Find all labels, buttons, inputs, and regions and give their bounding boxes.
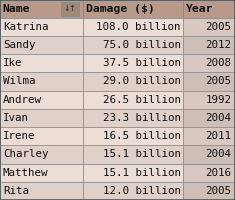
- Text: Damage ($): Damage ($): [86, 4, 155, 14]
- Bar: [0, 182, 83, 200]
- Bar: [0, 164, 83, 182]
- Bar: [83, 109, 183, 127]
- Text: 23.3 billion: 23.3 billion: [103, 113, 181, 123]
- Bar: [183, 72, 235, 91]
- Text: 1992: 1992: [205, 95, 231, 105]
- Bar: [0, 0, 83, 18]
- Bar: [183, 0, 235, 18]
- Bar: [0, 145, 83, 164]
- Text: Year: Year: [186, 4, 214, 14]
- Bar: [83, 182, 183, 200]
- Bar: [83, 127, 183, 145]
- Text: 15.1 billion: 15.1 billion: [103, 168, 181, 178]
- Text: ↓↑: ↓↑: [64, 4, 77, 13]
- Text: 37.5 billion: 37.5 billion: [103, 58, 181, 68]
- Bar: [183, 18, 235, 36]
- Bar: [183, 54, 235, 72]
- Text: 29.0 billion: 29.0 billion: [103, 76, 181, 86]
- Text: Ike: Ike: [3, 58, 22, 68]
- Bar: [83, 36, 183, 54]
- Text: 2004: 2004: [205, 113, 231, 123]
- Text: Charley: Charley: [3, 149, 48, 159]
- Text: 2005: 2005: [205, 76, 231, 86]
- Bar: [0, 109, 83, 127]
- Text: 2004: 2004: [205, 149, 231, 159]
- Bar: [183, 127, 235, 145]
- Bar: [83, 164, 183, 182]
- Bar: [0, 36, 83, 54]
- Bar: [83, 54, 183, 72]
- Bar: [83, 91, 183, 109]
- Bar: [183, 145, 235, 164]
- Text: Rita: Rita: [3, 186, 29, 196]
- Text: 108.0 billion: 108.0 billion: [96, 22, 181, 32]
- Bar: [183, 182, 235, 200]
- Bar: [0, 54, 83, 72]
- Bar: [0, 127, 83, 145]
- Bar: [83, 145, 183, 164]
- Text: 2012: 2012: [205, 40, 231, 50]
- Text: Matthew: Matthew: [3, 168, 48, 178]
- Text: Wilma: Wilma: [3, 76, 35, 86]
- Bar: [83, 18, 183, 36]
- Text: Name: Name: [3, 4, 30, 14]
- Text: 12.0 billion: 12.0 billion: [103, 186, 181, 196]
- Text: Andrew: Andrew: [3, 95, 42, 105]
- Text: 75.0 billion: 75.0 billion: [103, 40, 181, 50]
- Bar: [183, 164, 235, 182]
- Text: Katrina: Katrina: [3, 22, 48, 32]
- Text: Irene: Irene: [3, 131, 35, 141]
- Bar: [0, 72, 83, 91]
- Text: 2008: 2008: [205, 58, 231, 68]
- Text: 16.5 billion: 16.5 billion: [103, 131, 181, 141]
- Bar: [0, 91, 83, 109]
- Text: 26.5 billion: 26.5 billion: [103, 95, 181, 105]
- Bar: [83, 0, 183, 18]
- Text: Sandy: Sandy: [3, 40, 35, 50]
- Text: 2005: 2005: [205, 186, 231, 196]
- Text: 2011: 2011: [205, 131, 231, 141]
- Bar: [0, 18, 83, 36]
- Text: 15.1 billion: 15.1 billion: [103, 149, 181, 159]
- Bar: [83, 72, 183, 91]
- Bar: [183, 36, 235, 54]
- Bar: [183, 91, 235, 109]
- Text: Ivan: Ivan: [3, 113, 29, 123]
- Bar: [183, 109, 235, 127]
- Text: 2005: 2005: [205, 22, 231, 32]
- Bar: [61, 2, 79, 16]
- Text: 2016: 2016: [205, 168, 231, 178]
